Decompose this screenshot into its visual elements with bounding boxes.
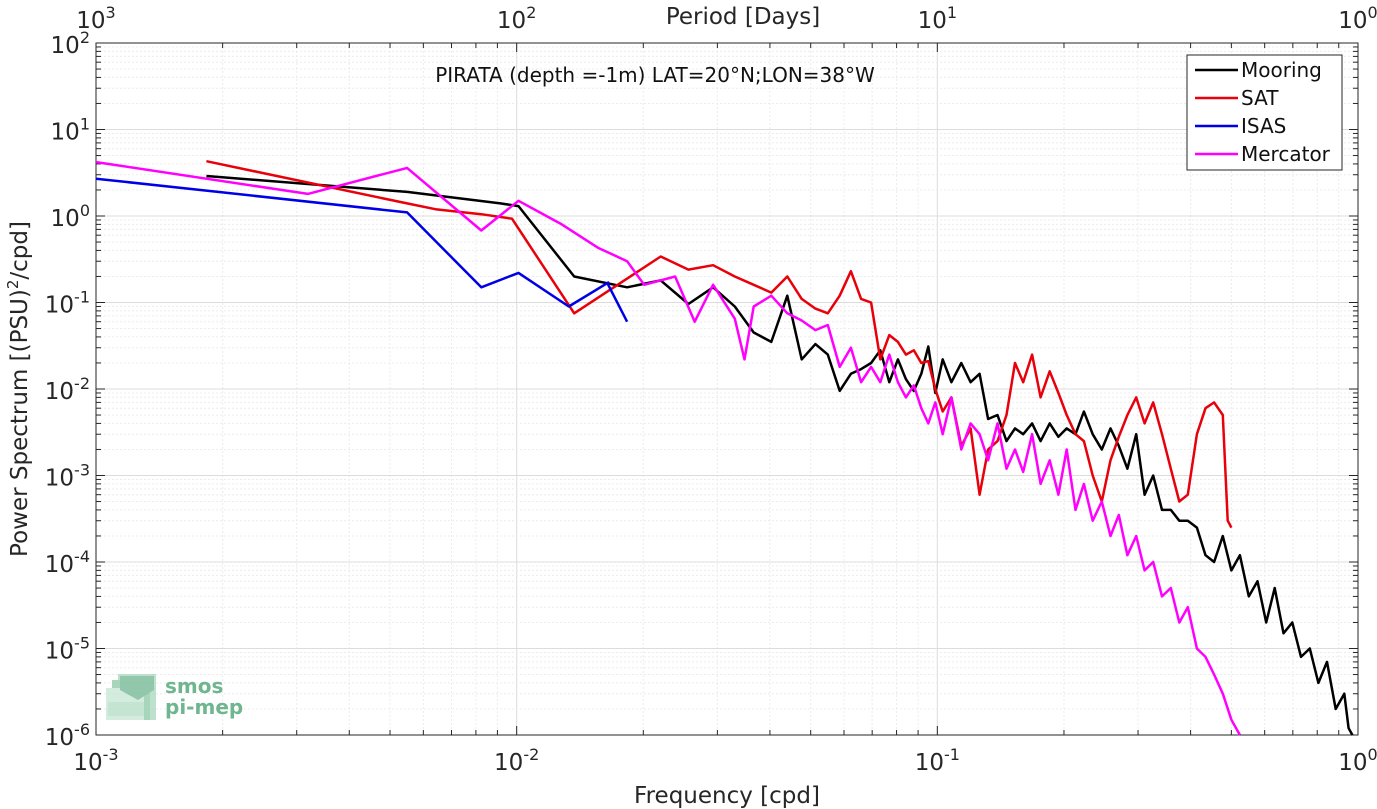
y-axis-label-superscript: 2 <box>4 280 22 290</box>
x-tick-label: 10-1 <box>915 745 960 776</box>
x-axis-label: Frequency [cpd] <box>634 783 820 809</box>
tick-marks <box>95 43 1358 736</box>
series-line-isas <box>95 177 629 323</box>
top-tick-label: 103 <box>76 3 115 34</box>
chart-title: PIRATA (depth =-1m) LAT=20°N;LON=38°W <box>435 63 875 87</box>
x-tick-label: 10-3 <box>73 745 118 776</box>
y-tick-label: 10-5 <box>45 634 90 665</box>
top-tick-label: 102 <box>497 3 536 34</box>
logo-text-smos: smos <box>165 674 223 698</box>
y-tick-label: 102 <box>51 28 90 59</box>
legend-label-isas: ISAS <box>1241 114 1286 138</box>
y-tick-label: 10-2 <box>45 374 90 405</box>
y-tick-label: 10-4 <box>45 547 90 578</box>
series-line-mercator <box>95 160 1241 736</box>
y-tick-label: 101 <box>51 115 90 146</box>
y-tick-label: 10-1 <box>45 288 90 319</box>
x-tick-label: 10-2 <box>494 745 539 776</box>
y-tick-label: 10-6 <box>45 720 90 751</box>
top-tick-label: 101 <box>918 3 957 34</box>
legend: Mooring SAT ISAS Mercator <box>1186 54 1343 171</box>
x-tick-labels: 10-3 10-2 10-1 100 <box>73 745 1377 776</box>
smos-pi-mep-logo: smos pi-mep <box>106 674 243 720</box>
series-lines <box>95 159 1354 736</box>
legend-box <box>1186 54 1343 171</box>
y-axis-label-tail: /cpd] <box>7 221 33 280</box>
top-tick-labels: 103 102 101 100 <box>76 3 1377 34</box>
y-tick-label: 100 <box>51 201 90 232</box>
y-axis-label: Power Spectrum [(PSU)2/cpd] <box>4 221 33 557</box>
legend-items: Mooring SAT ISAS Mercator <box>1195 58 1331 166</box>
legend-label-sat: SAT <box>1241 86 1279 110</box>
series-line-sat <box>206 159 1233 529</box>
top-axis-label: Period [Days] <box>666 4 820 30</box>
series-line-mooring <box>206 174 1354 736</box>
legend-label-mercator: Mercator <box>1241 142 1331 166</box>
x-tick-label: 100 <box>1338 745 1377 776</box>
y-tick-labels: 102 101 100 10-1 10-2 10-3 10-4 10-5 10-6 <box>45 28 90 751</box>
logo-text-pi-mep: pi-mep <box>165 695 243 719</box>
top-tick-label: 100 <box>1338 3 1377 34</box>
logo-mark-icon <box>106 674 156 720</box>
y-tick-label: 10-3 <box>45 461 90 492</box>
y-axis-label-main: Power Spectrum [(PSU) <box>7 289 33 557</box>
legend-label-mooring: Mooring <box>1241 58 1322 82</box>
